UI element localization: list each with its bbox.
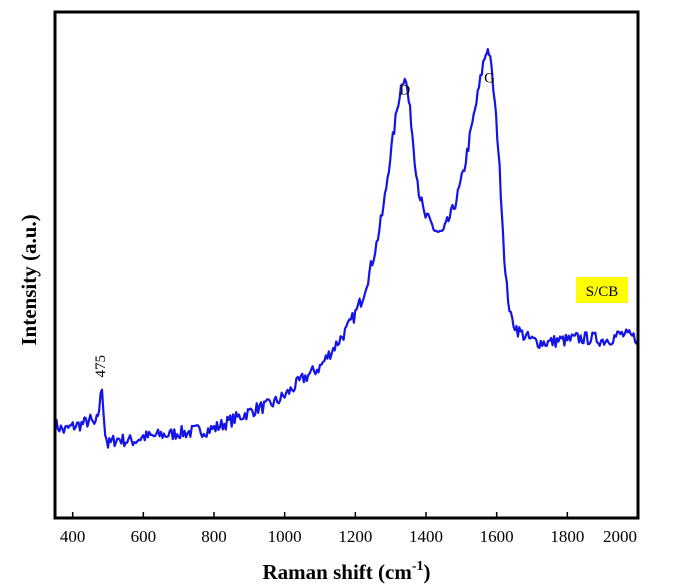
legend: S/CB — [576, 277, 628, 303]
spectrum-line — [53, 47, 640, 449]
x-tick-label: 1400 — [409, 527, 443, 546]
x-tick-label: 600 — [131, 527, 157, 546]
x-axis-title: Raman shift (cm-1) — [263, 559, 431, 584]
peak-annotations: 475 D G — [93, 70, 495, 377]
peak-label: D — [399, 83, 410, 99]
x-tick-label: 1200 — [338, 527, 372, 546]
x-axis-title-main: Raman shift (cm — [263, 560, 413, 584]
x-tick-label: 1800 — [550, 527, 584, 546]
x-axis-title-close: ) — [424, 560, 431, 584]
y-axis-title: Intensity (a.u.) — [17, 214, 41, 345]
x-tick-label: 2000 — [603, 527, 637, 546]
x-axis-ticks: 400 600 800 1000 1200 1400 1600 1800 2000 — [60, 512, 639, 546]
legend-background — [576, 277, 628, 303]
x-tick-label: 400 — [60, 527, 86, 546]
x-axis-title-superscript: -1 — [412, 559, 424, 574]
x-tick-label: 800 — [201, 527, 227, 546]
plot-frame — [53, 10, 640, 520]
x-tick-label: 1000 — [268, 527, 302, 546]
peak-label: G — [484, 70, 495, 86]
peak-label: 475 — [93, 355, 109, 378]
x-tick-label: 1600 — [480, 527, 514, 546]
plot-area — [53, 47, 640, 449]
legend-label: S/CB — [586, 284, 619, 300]
